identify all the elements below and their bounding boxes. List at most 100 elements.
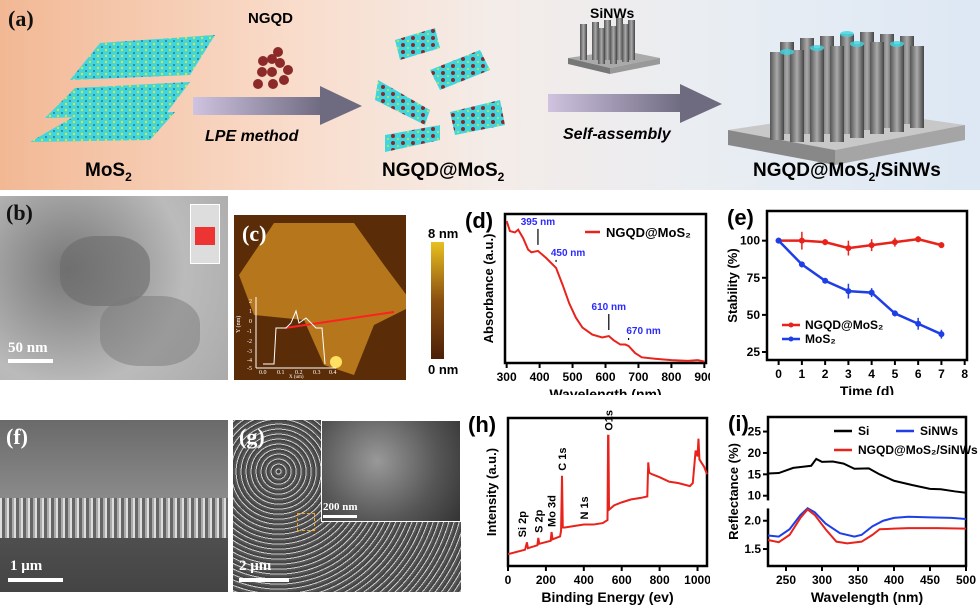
inset-ytick-label: -2 xyxy=(247,339,252,345)
chart-h-xps: (h) 0 200 400 600 800 1000 Binding Energy (ev) I… xyxy=(468,410,710,605)
x-tick-label: 400 xyxy=(884,573,904,587)
mos2-label: MoS2 xyxy=(85,160,132,184)
y-tick-label: 25 xyxy=(747,345,761,359)
x-tick-label: 4 xyxy=(868,367,875,381)
vial-photo-inset xyxy=(190,204,220,264)
ngqd-mos2-sinws-label: NGQD@MoS2/SiNWs xyxy=(753,160,941,184)
panel-label-e: (e) xyxy=(727,205,754,230)
inset-scale-bar xyxy=(323,515,357,518)
arrow-lpe-icon xyxy=(193,86,362,125)
panel-label-h: (h) xyxy=(468,412,496,437)
panel-label-b: (b) xyxy=(6,200,33,225)
y-tick-label: 50 xyxy=(747,308,761,322)
x-tick-label: 400 xyxy=(574,573,594,587)
data-point xyxy=(868,289,875,296)
x-tick-label: 8 xyxy=(961,367,968,381)
inset-ytick-label: 0 xyxy=(249,319,252,325)
scale-label: 1 μm xyxy=(10,558,43,574)
y-tick-label: 15 xyxy=(748,467,762,481)
data-point xyxy=(798,237,805,244)
x-tick-label: 300 xyxy=(497,370,517,384)
peak-annotation: 610 nm xyxy=(592,302,627,313)
inset-ytick-label: 1 xyxy=(249,309,252,315)
legend-label: NGQD@MoS₂ xyxy=(805,318,883,332)
x-tick-label: 0 xyxy=(775,367,782,381)
arrow-self-assembly-icon xyxy=(548,84,722,123)
panel-label-c: (c) xyxy=(242,221,267,246)
plot-frame xyxy=(506,416,709,568)
y-axis-label: Reflectance (%) xyxy=(726,443,741,540)
chart-i-reflectance: (i) 250 300 350 400 450 500 10 15 20 25 1.5 2.0 Wavel… xyxy=(726,411,978,605)
mos2-layers-icon xyxy=(30,35,215,142)
x-tick-label: 400 xyxy=(530,370,550,384)
ngqd-mos2-sinws-device-icon xyxy=(728,31,965,165)
chart-e-stability: (e) 0 1 2 3 4 5 6 7 8 25 50 75 100 Time (d) Stability (… xyxy=(725,205,969,395)
legend-label: Si xyxy=(858,424,869,438)
data-point xyxy=(938,331,945,338)
ngqd-label: NGQD xyxy=(248,10,293,27)
panel-b-tem-image: (b) 50 nm xyxy=(0,196,228,380)
plot-frame xyxy=(765,209,969,362)
x-tick-label: 500 xyxy=(956,573,976,587)
data-point xyxy=(891,310,898,317)
inset-ytick-label: -1 xyxy=(247,329,252,335)
panel-label-g: (g) xyxy=(239,424,265,449)
series-line-ngqdmos xyxy=(505,220,705,363)
data-point xyxy=(915,236,922,243)
x-axis-label: Wavelength (nm) xyxy=(549,386,661,395)
legend-label: SiNWs xyxy=(920,424,958,438)
y-tick-label: 20 xyxy=(748,446,762,460)
legend-label: NGQD@MoS₂/SiNWs xyxy=(858,443,978,457)
x-tick-label: 500 xyxy=(563,370,583,384)
panel-label-i: (i) xyxy=(728,411,749,436)
sinws-substrate-icon xyxy=(568,18,660,74)
peak-annotation: S 2p xyxy=(534,509,546,533)
peak-annotation: 395 nm xyxy=(521,217,556,228)
x-tick-label: 7 xyxy=(938,367,945,381)
scale-bar xyxy=(239,578,289,582)
x-tick-label: 1 xyxy=(799,367,806,381)
series-line-si xyxy=(767,457,967,494)
scale-bar xyxy=(8,578,63,582)
peak-annotation: 450 nm xyxy=(551,248,586,259)
series-line-mos xyxy=(777,239,942,336)
peak-annotation: O1s xyxy=(603,410,615,431)
scale-bar xyxy=(8,359,53,363)
panel-f-sem-cross-section: (f) 1 μm xyxy=(0,420,228,592)
nanowire-array xyxy=(0,498,228,538)
panel-label-f: (f) xyxy=(6,424,28,449)
inset-xtick-label: 0.4 xyxy=(329,370,337,376)
sinws-label: SiNWs xyxy=(590,5,635,21)
x-tick-label: 1000 xyxy=(684,573,710,587)
inset-xtick-label: 0.0 xyxy=(259,370,267,376)
x-axis-label: Binding Energy (ev) xyxy=(541,589,673,605)
x-tick-label: 600 xyxy=(595,370,615,384)
x-tick-label: 200 xyxy=(536,573,556,587)
y-tick-label: 100 xyxy=(740,234,760,248)
legend-marker xyxy=(788,322,794,328)
data-point xyxy=(775,237,782,244)
inset-ytick-label: -3 xyxy=(247,349,252,355)
magnified-inset xyxy=(321,420,461,522)
x-tick-label: 6 xyxy=(915,367,922,381)
data-point xyxy=(845,288,852,295)
chart-d-absorbance: (d) 300 400 500 600 700 800 900 Wavelength (nm) A… xyxy=(465,208,710,395)
series-line-ngqdmos xyxy=(778,237,942,250)
inset-xlabel: X (um) xyxy=(289,375,304,380)
inset-xtick-label: 0.1 xyxy=(277,370,285,376)
colorbar-min-label: 0 nm xyxy=(428,362,459,377)
y-tick-label: 1.5 xyxy=(744,542,761,556)
inset-ytick-label: -5 xyxy=(247,366,252,372)
height-colorbar xyxy=(431,242,444,359)
inset-ytick-label: 2 xyxy=(249,299,252,305)
inset-scale-label: 200 nm xyxy=(323,501,358,513)
y-axis-label: Intensity (a.u.) xyxy=(484,448,499,536)
data-point xyxy=(868,242,875,249)
y-tick-label: 25 xyxy=(748,425,762,439)
panel-c-afm-image: (c) Y (nm) 2 1 0 -1 -2 -3 -4 -5 0.0 0.1 … xyxy=(234,215,406,380)
x-axis-label: Time (d) xyxy=(840,383,894,395)
panel-label-a: (a) xyxy=(8,6,34,31)
x-tick-label: 600 xyxy=(612,573,632,587)
lpe-method-label: LPE method xyxy=(205,128,299,145)
height-profile-inset xyxy=(255,297,336,369)
